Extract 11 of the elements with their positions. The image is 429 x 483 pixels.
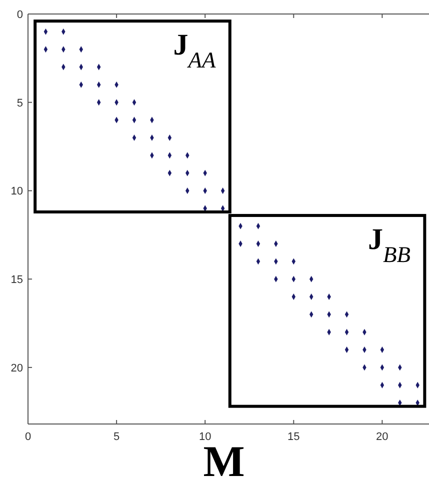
y-tick-label: 15: [10, 274, 23, 286]
x-tick-label: 5: [113, 431, 120, 443]
x-tick-label: 0: [24, 431, 32, 443]
y-tick-label: 10: [10, 186, 23, 198]
annotation: J$_{BB}$: [368, 223, 411, 267]
y-tick-label: 5: [16, 97, 23, 110]
x-tick-label: 20: [376, 431, 388, 443]
y-tick-label: 0: [16, 9, 23, 21]
x-tick-label: 15: [288, 431, 300, 443]
y-tick-label: 20: [10, 362, 23, 374]
annotation: J$_{AA}$: [173, 28, 216, 72]
